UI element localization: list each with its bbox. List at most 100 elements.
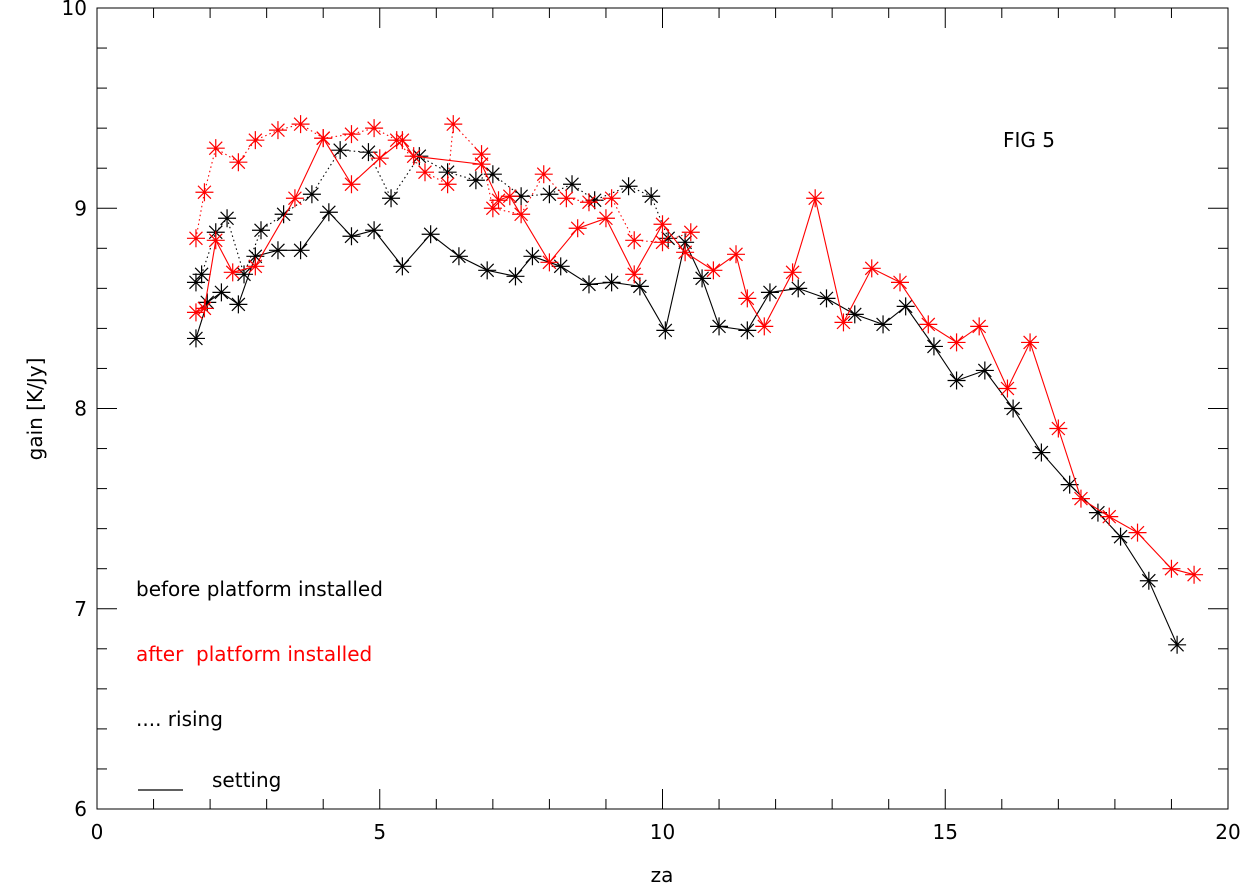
data-point [704,261,723,280]
data-point [438,163,457,182]
data-point [630,277,649,296]
x-axis-label: za [651,863,674,887]
data-point [653,233,672,252]
data-point [602,273,621,292]
data-point [579,193,598,212]
data-point [1060,475,1079,494]
data-point [1111,527,1130,546]
series-line-before-dotted [195,149,669,283]
data-point [1049,419,1068,438]
data-point [415,163,434,182]
data-point [382,189,401,208]
data-point [563,175,582,194]
x-tick-label: 0 [91,820,104,844]
data-point [676,233,695,252]
data-point [478,261,497,280]
data-point [206,231,225,250]
fig-label: FIG 5 [1003,128,1055,152]
data-point [285,189,304,208]
y-tick-label: 6 [74,797,87,821]
data-point [789,279,808,298]
data-point [523,247,542,266]
data-point [483,199,502,218]
data-point [1185,565,1204,584]
data-point [198,293,217,312]
data-point [834,313,853,332]
data-point [755,317,774,336]
data-point [489,191,508,210]
data-point [710,317,729,336]
y-tick-label: 7 [74,597,87,621]
data-point [506,267,525,286]
data-point [483,165,502,184]
data-point [896,297,915,316]
data-point [444,115,463,134]
legend-setting-label: setting [212,768,281,792]
data-point [596,209,615,228]
data-point [970,317,989,336]
data-point [393,131,412,150]
data-point [693,269,712,288]
data-point [947,371,966,390]
data-point [862,259,881,278]
data-point [212,283,231,302]
data-point [246,247,265,266]
data-point [738,321,757,340]
legend-before-label: before platform installed [136,577,383,601]
y-axis-label: gain [K/Jy] [23,358,47,461]
data-point [998,379,1017,398]
data-point [625,265,644,284]
data-point [229,153,248,172]
data-point [817,289,836,308]
data-point [727,245,746,264]
data-point [218,209,237,228]
data-point [359,143,378,162]
data-point [845,305,864,324]
data-point [919,315,938,334]
data-point [1004,399,1023,418]
x-tick-label: 5 [373,820,386,844]
x-tick-label: 20 [1215,820,1240,844]
legend-rising-label: .... rising [136,707,223,731]
data-point [500,187,519,206]
y-tick-label: 8 [74,397,87,421]
data-point [268,121,287,140]
data-point [806,189,825,208]
data-point [1168,635,1187,654]
data-point [268,241,287,260]
data-point [874,315,893,334]
data-point [229,295,248,314]
data-point [947,333,966,352]
data-point [186,229,205,248]
plot-frame [96,7,1229,810]
data-point [472,155,491,174]
data-point [642,187,661,206]
data-point [195,183,214,202]
data-point [291,115,310,134]
legend-after-label: after platform installed [136,642,372,666]
data-point [472,145,491,164]
data-point [1139,571,1158,590]
data-point [540,253,559,272]
data-point [1032,443,1051,462]
data-point [891,273,910,292]
data-point [319,203,338,222]
data-point [551,257,570,276]
data-point [1100,507,1119,526]
data-point [760,283,779,302]
data-point [512,187,531,206]
data-point [579,275,598,294]
data-point [534,165,553,184]
axis-ticks: 0 5 10 15 20 6 7 8 9 10 [62,0,1241,844]
data-point [291,241,310,260]
data-point [738,289,757,308]
data-point [195,299,214,318]
data-point [235,265,254,284]
data-point [676,243,695,262]
data-point [421,225,440,244]
series-line-after-dotted [195,122,691,243]
data-point [1128,523,1147,542]
data-point [223,263,242,282]
data-point [342,125,361,144]
